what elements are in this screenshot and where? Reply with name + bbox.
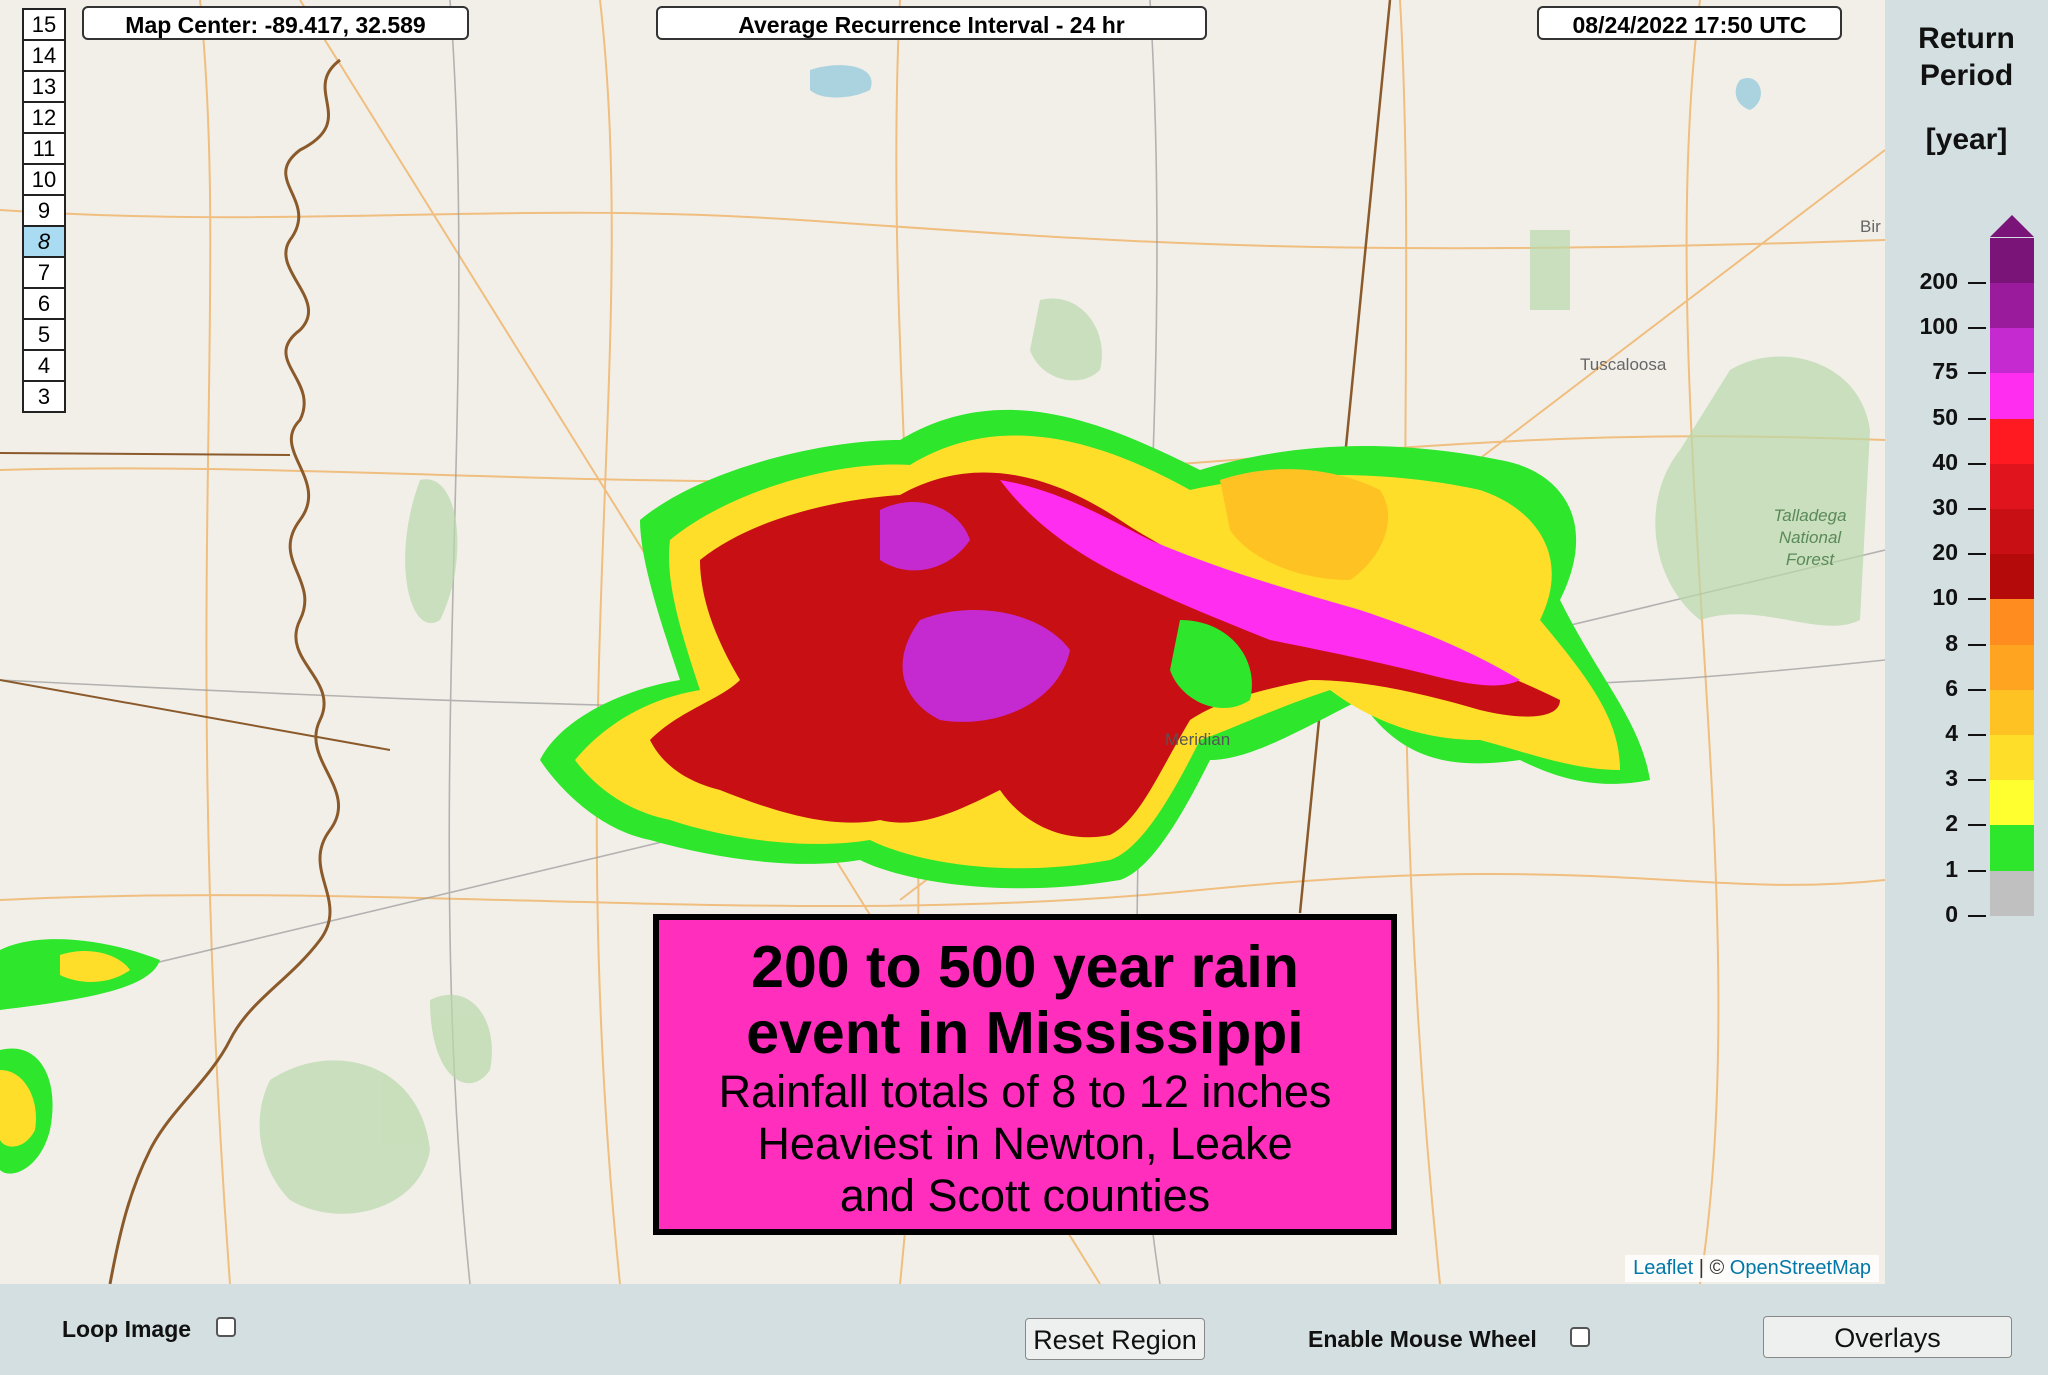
- legend-swatch: [1990, 780, 2034, 826]
- legend-tick-label: 100: [1919, 313, 1958, 340]
- legend-tick-mark: [1968, 508, 1986, 510]
- zoom-level-3[interactable]: 3: [37, 384, 51, 409]
- zoom-level-9[interactable]: 9: [24, 196, 64, 227]
- zoom-level-14[interactable]: 14: [24, 41, 64, 72]
- legend-swatch: [1990, 644, 2034, 690]
- legend-tick-mark: [1968, 869, 1986, 872]
- control-bar: Loop Image Reset Region Enable Mouse Whe…: [0, 1284, 2048, 1375]
- basemap: Tuscaloosa Meridian Bir: [0, 0, 1885, 1284]
- zoom-level-15[interactable]: 15: [24, 10, 64, 41]
- legend-tick-mark: [1968, 282, 1986, 284]
- zoom-level-12[interactable]: 12: [24, 103, 64, 134]
- map-attribution: Leaflet | © OpenStreetMap: [1625, 1255, 1879, 1282]
- legend-tick-mark: [1968, 598, 1986, 601]
- legend-tick-mark: [1968, 643, 1986, 646]
- zoom-level-13[interactable]: 13: [24, 72, 64, 103]
- callout-line2: event in Mississippi: [746, 1000, 1304, 1066]
- map-panel[interactable]: Tuscaloosa Meridian Bir Talladega Nation…: [0, 0, 1885, 1284]
- legend-title-line2: Period: [1919, 59, 2014, 92]
- legend-tick-label: 2: [1945, 810, 1958, 837]
- legend-tick-label: 30: [1932, 494, 1958, 520]
- zoom-level-scale[interactable]: 15 14 13 12 11 10 9 8 7 6 5 4 3: [22, 8, 66, 413]
- zoom-level-8[interactable]: 8: [24, 227, 64, 258]
- reset-region-button[interactable]: Reset Region: [1025, 1318, 1205, 1360]
- legend-tick-label: 6: [1945, 674, 1958, 701]
- headline-callout: 200 to 500 year rain event in Mississipp…: [653, 914, 1397, 1235]
- legend-swatch: [1990, 373, 2034, 419]
- legend-tick-mark: [1968, 553, 1986, 556]
- tuscaloosa-label: Tuscaloosa: [1580, 355, 1667, 374]
- zoom-level-7[interactable]: 7: [24, 258, 64, 289]
- legend-tick-label: 20: [1932, 539, 1958, 566]
- legend-swatch: [1990, 870, 2034, 916]
- legend-tick-label: 200: [1919, 268, 1958, 294]
- legend-tick-label: 3: [1945, 765, 1958, 792]
- mouse-wheel-checkbox[interactable]: [1570, 1327, 1590, 1347]
- loop-image-checkbox[interactable]: [216, 1317, 236, 1337]
- talladega-label: Talladega National Forest: [1773, 506, 1847, 569]
- legend-units: [year]: [1925, 123, 2008, 156]
- legend-title-line1: Return: [1918, 22, 2015, 55]
- legend-tick-mark: [1968, 779, 1986, 782]
- zoom-level-4[interactable]: 4: [24, 351, 64, 382]
- leaflet-link[interactable]: Leaflet: [1633, 1257, 1694, 1279]
- callout-line3: Rainfall totals of 8 to 12 inches: [718, 1066, 1332, 1117]
- product-title: Average Recurrence Interval - 24 hr: [656, 6, 1207, 40]
- loop-image-label: Loop Image: [62, 1316, 192, 1342]
- mouse-wheel-label: Enable Mouse Wheel: [1308, 1326, 1537, 1352]
- osm-link[interactable]: OpenStreetMap: [1729, 1257, 1871, 1279]
- legend-swatch: [1990, 237, 2034, 283]
- legend-swatch: [1990, 328, 2034, 374]
- meridian-label: Meridian: [1165, 730, 1230, 749]
- callout-line1: 200 to 500 year rain: [751, 934, 1299, 1000]
- legend-swatch: [1990, 689, 2034, 735]
- legend-tick-label: 40: [1932, 448, 1958, 475]
- recurrence-overlay: [0, 409, 1650, 1174]
- legend-swatch: [1990, 509, 2034, 555]
- overlays-button[interactable]: Overlays: [1763, 1316, 2012, 1358]
- legend-arrow-cap: [1990, 214, 2034, 237]
- legend-swatch: [1990, 418, 2034, 464]
- legend-swatch: [1990, 283, 2034, 329]
- legend-swatch: [1990, 599, 2034, 645]
- zoom-level-6[interactable]: 6: [24, 289, 64, 320]
- legend-tick-label: 50: [1932, 403, 1958, 430]
- callout-line5: and Scott counties: [839, 1170, 1211, 1221]
- map-center-readout: Map Center: -89.417, 32.589: [82, 6, 469, 40]
- legend-tick-label: 4: [1945, 720, 1958, 746]
- legend-swatch: [1990, 554, 2034, 600]
- legend-tick-mark: [1968, 734, 1986, 736]
- legend-tick-mark: [1968, 327, 1986, 330]
- legend-swatch: [1990, 825, 2034, 871]
- legend-tick-label: 8: [1945, 629, 1958, 656]
- callout-line4: Heaviest in Newton, Leake: [757, 1118, 1293, 1169]
- datetime-readout: 08/24/2022 17:50 UTC: [1537, 6, 1842, 40]
- attribution-separator: | ©: [1693, 1257, 1730, 1279]
- legend-tick-mark: [1968, 417, 1986, 420]
- legend-tick-mark: [1968, 914, 1986, 917]
- legend-swatch: [1990, 735, 2034, 781]
- zoom-level-5[interactable]: 5: [24, 320, 64, 351]
- zoom-level-10[interactable]: 10: [24, 165, 64, 196]
- zoom-level-11[interactable]: 11: [24, 134, 64, 165]
- legend-tick-mark: [1968, 462, 1986, 465]
- legend-tick-mark: [1968, 372, 1986, 375]
- legend-tick-label: 75: [1932, 358, 1958, 385]
- birmingham-label: Bir: [1860, 217, 1881, 236]
- legend-tick-label: 1: [1945, 855, 1958, 882]
- legend-tick-mark: [1968, 824, 1986, 827]
- legend-swatch: [1990, 463, 2034, 509]
- legend-tick-label: 0: [1945, 900, 1958, 927]
- legend-tick-label: 10: [1932, 584, 1958, 611]
- legend-tick-mark: [1968, 688, 1986, 691]
